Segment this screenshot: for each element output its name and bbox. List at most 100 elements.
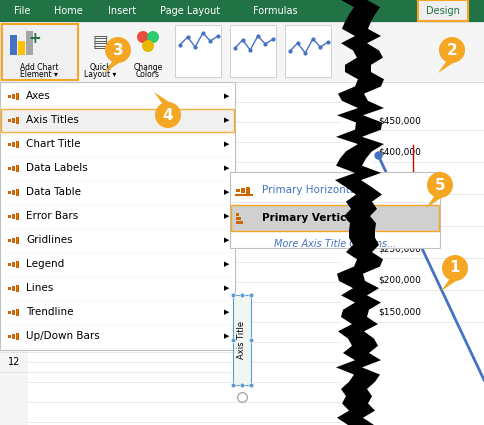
Text: lp: lp [363,6,373,16]
Text: 10: 10 [8,317,20,327]
Text: ▶: ▶ [224,285,230,291]
Text: Error Bars: Error Bars [26,211,78,221]
Bar [12,165,15,170]
Polygon shape [104,59,122,73]
Polygon shape [426,194,444,208]
Circle shape [439,37,465,63]
Text: Insert: Insert [108,6,136,16]
Text: 3: 3 [113,42,123,57]
Bar [236,213,239,216]
Bar [26,31,33,55]
Text: Axes: Axes [26,91,51,101]
Text: Trendline: Trendline [26,307,74,317]
Text: 4: 4 [11,177,17,187]
Bar [8,286,11,289]
Circle shape [155,102,181,128]
Text: ▶: ▶ [224,165,230,171]
Text: $250,000: $250,000 [378,244,421,253]
Text: Page Layout: Page Layout [160,6,220,16]
Text: Axis Titles: Axis Titles [26,115,79,125]
Text: ▶: ▶ [224,93,230,99]
Text: Colors: Colors [136,70,160,79]
Text: Element ▾: Element ▾ [20,70,58,79]
Text: ▶: ▶ [224,117,230,123]
Bar [1,109,234,132]
Text: 2: 2 [447,42,457,57]
Bar [0,0,484,22]
Text: Change: Change [134,62,163,71]
Text: Add Chart: Add Chart [20,62,58,71]
Polygon shape [438,59,456,73]
Bar [10,35,17,55]
Bar [8,142,11,145]
Bar [16,284,19,292]
Bar [373,82,484,425]
Text: ▶: ▶ [224,309,230,315]
Bar [12,238,15,243]
Bar [8,334,11,337]
Bar [12,142,15,147]
Bar [8,238,11,241]
Text: Design: Design [426,6,460,16]
Circle shape [137,31,149,43]
Bar [0,82,235,350]
Text: Chart Title: Chart Title [26,139,80,149]
Text: Legend: Legend [26,259,64,269]
Text: ▶: ▶ [224,333,230,339]
Bar [8,167,11,170]
Bar [12,94,15,99]
Text: ▶: ▶ [224,141,230,147]
Bar [8,190,11,193]
Text: Lines: Lines [26,283,53,293]
Bar [175,25,221,77]
Bar [12,261,15,266]
Text: Home: Home [54,6,82,16]
Text: 1: 1 [450,261,460,275]
Bar [236,189,240,192]
Text: 4: 4 [163,108,173,122]
Text: 12: 12 [8,357,20,367]
Bar [0,22,484,82]
Circle shape [427,172,453,198]
Text: $200,000: $200,000 [378,276,421,285]
Text: $450,000: $450,000 [378,116,421,125]
Text: 3: 3 [11,159,17,169]
Bar [8,119,11,122]
Text: 5: 5 [435,178,445,193]
Bar [12,309,15,314]
Bar [18,41,25,55]
FancyBboxPatch shape [2,24,78,80]
Bar [12,286,15,291]
Text: +: + [29,31,41,45]
Bar [230,172,440,248]
Text: ▶: ▶ [224,189,230,195]
Circle shape [442,255,468,281]
Circle shape [142,40,154,52]
Bar [16,261,19,267]
Text: Formulas: Formulas [253,6,297,16]
Polygon shape [441,277,459,291]
Text: $300,000: $300,000 [378,212,421,221]
Text: 11: 11 [8,337,20,347]
Text: ▶: ▶ [224,237,230,243]
Text: $400,000: $400,000 [378,148,421,157]
Text: Data Table: Data Table [26,187,81,197]
Text: Primary Vertical: Primary Vertical [262,213,357,223]
Bar [8,94,11,97]
Bar [16,309,19,315]
Bar [16,93,19,99]
Text: ▤: ▤ [92,33,108,51]
Circle shape [147,31,159,43]
Text: ▶: ▶ [224,261,230,267]
Text: Layout ▾: Layout ▾ [84,70,116,79]
FancyBboxPatch shape [418,0,468,21]
Bar [8,215,11,218]
Bar [241,187,245,193]
Bar [16,116,19,124]
Text: Axis Title: Axis Title [238,321,246,359]
Bar [16,236,19,244]
Bar [246,187,250,193]
Bar [236,221,243,224]
Bar [16,189,19,196]
Bar [16,212,19,219]
